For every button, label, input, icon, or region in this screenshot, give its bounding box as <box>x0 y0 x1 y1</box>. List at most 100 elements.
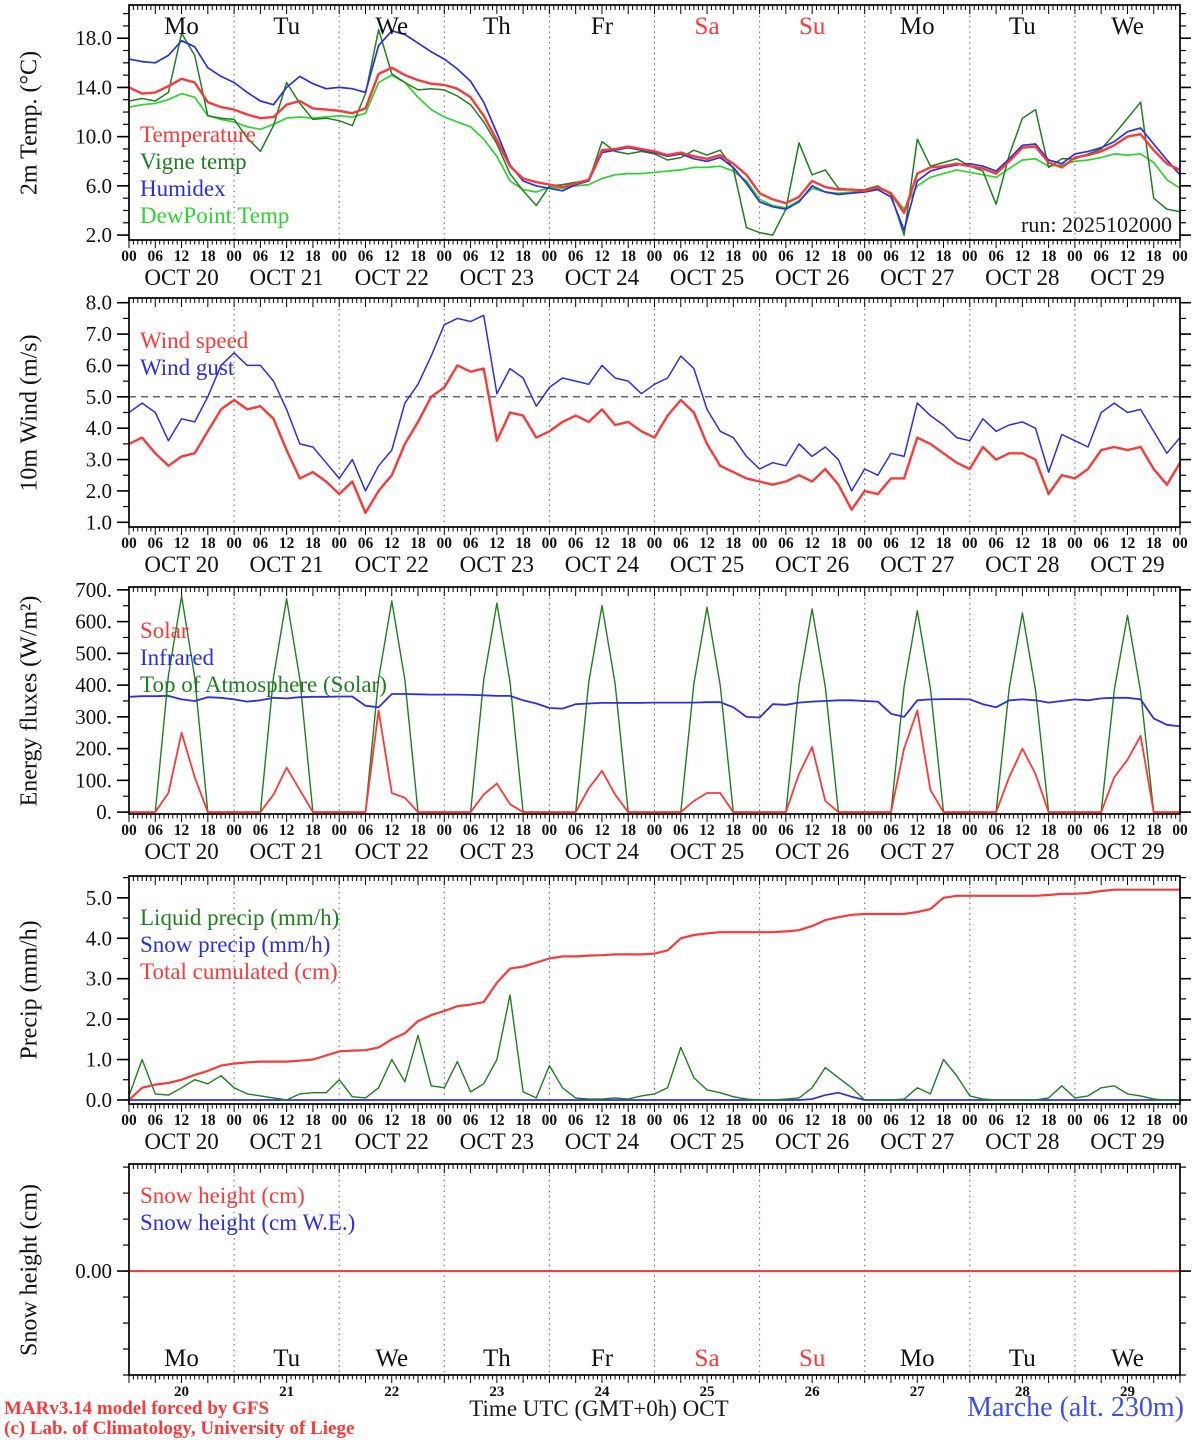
day-name-label: We <box>375 13 408 40</box>
hour-tick-label: 00 <box>962 535 978 552</box>
series-liquid-precip-mm-h- <box>129 994 1180 1101</box>
hour-tick-label: 18 <box>726 535 742 552</box>
date-label: OCT 25 <box>670 839 744 864</box>
date-label: OCT 23 <box>460 1129 534 1154</box>
y-tick-label: 600. <box>75 610 112 634</box>
y-tick-label: 2.0 <box>86 223 112 247</box>
hour-tick-label: 18 <box>1041 822 1057 839</box>
hour-tick-label: 18 <box>1041 535 1057 552</box>
hour-tick-label: 18 <box>410 535 426 552</box>
hour-tick-label: 12 <box>594 1112 610 1129</box>
hour-tick-label: 12 <box>910 248 926 265</box>
y-tick-label: 500. <box>75 641 112 665</box>
hour-tick-label: 18 <box>831 822 847 839</box>
hour-tick-label: 06 <box>253 535 269 552</box>
hour-tick-label: 00 <box>121 535 137 552</box>
hour-tick-label: 18 <box>200 535 216 552</box>
hour-tick-label: 00 <box>1067 248 1083 265</box>
hour-tick-label: 06 <box>148 535 164 552</box>
hour-tick-label: 12 <box>489 248 505 265</box>
hour-tick-label: 12 <box>594 822 610 839</box>
day-name-label: Tu <box>1009 1345 1036 1372</box>
hour-tick-label: 00 <box>226 822 242 839</box>
hour-tick-label: 00 <box>331 248 347 265</box>
day-name-label: Fr <box>591 1345 614 1372</box>
hour-tick-label: 12 <box>279 1112 295 1129</box>
hour-tick-label: 12 <box>804 535 820 552</box>
y-tick-label: 0.00 <box>75 1259 112 1283</box>
hour-tick-label: 18 <box>726 1112 742 1129</box>
hour-tick-label: 18 <box>1146 535 1162 552</box>
hour-tick-label: 12 <box>910 1112 926 1129</box>
hour-tick-label: 00 <box>1172 1112 1188 1129</box>
hour-tick-label: 18 <box>620 535 636 552</box>
date-label: OCT 24 <box>565 552 640 577</box>
series-wind-gust <box>129 314 1180 492</box>
hour-tick-label: 00 <box>962 822 978 839</box>
hour-tick-label: 12 <box>1120 822 1136 839</box>
hour-tick-label: 12 <box>489 535 505 552</box>
hour-tick-label: 18 <box>936 822 952 839</box>
date-label: OCT 22 <box>355 265 429 290</box>
hour-tick-label: 12 <box>1015 1112 1031 1129</box>
date-label: OCT 26 <box>775 1129 849 1154</box>
hour-tick-label: 00 <box>962 248 978 265</box>
date-number-label: 24 <box>594 1384 610 1400</box>
y-tick-label: 200. <box>75 737 112 761</box>
date-label: OCT 27 <box>880 839 954 864</box>
date-label: OCT 20 <box>144 839 218 864</box>
date-label: OCT 24 <box>565 839 640 864</box>
hour-tick-label: 12 <box>594 248 610 265</box>
hour-tick-label: 06 <box>148 1112 164 1129</box>
date-label: OCT 26 <box>775 839 849 864</box>
hour-tick-label: 00 <box>857 1112 873 1129</box>
hour-tick-label: 12 <box>910 822 926 839</box>
hour-tick-label: 06 <box>568 822 584 839</box>
hour-tick-label: 18 <box>831 1112 847 1129</box>
y-tick-label: 1.0 <box>86 1048 112 1072</box>
date-number-label: 21 <box>279 1384 294 1400</box>
hour-tick-label: 18 <box>200 248 216 265</box>
hour-tick-label: 12 <box>174 535 190 552</box>
hour-tick-label: 06 <box>673 535 689 552</box>
hour-tick-label: 18 <box>200 822 216 839</box>
hour-tick-label: 06 <box>1093 1112 1109 1129</box>
hour-tick-label: 06 <box>778 535 794 552</box>
y-tick-label: 10.0 <box>75 125 112 149</box>
hour-tick-label: 18 <box>1146 1112 1162 1129</box>
hour-tick-label: 00 <box>121 1112 137 1129</box>
hour-tick-label: 06 <box>673 248 689 265</box>
hour-tick-label: 12 <box>1015 822 1031 839</box>
date-label: OCT 23 <box>460 265 534 290</box>
hour-tick-label: 06 <box>778 248 794 265</box>
hour-tick-label: 06 <box>253 1112 269 1129</box>
date-label: OCT 28 <box>985 1129 1059 1154</box>
hour-tick-label: 06 <box>358 822 374 839</box>
hour-tick-label: 00 <box>752 1112 768 1129</box>
hour-tick-label: 00 <box>1172 248 1188 265</box>
date-number-label: 25 <box>700 1384 715 1400</box>
date-label: OCT 29 <box>1090 839 1164 864</box>
hour-tick-label: 06 <box>253 248 269 265</box>
day-name-label: Th <box>483 13 511 40</box>
hour-tick-label: 06 <box>148 248 164 265</box>
y-tick-label: 5.0 <box>86 886 112 910</box>
y-tick-label: 4.0 <box>86 416 112 440</box>
hour-tick-label: 18 <box>936 535 952 552</box>
hour-tick-label: 06 <box>463 1112 479 1129</box>
series-solar <box>129 709 1180 813</box>
day-name-label: Sa <box>695 13 720 40</box>
hour-tick-label: 06 <box>1093 822 1109 839</box>
y-tick-label: 400. <box>75 673 112 697</box>
y-tick-label: 18.0 <box>75 26 112 50</box>
date-label: OCT 23 <box>460 552 534 577</box>
date-label: OCT 22 <box>355 552 429 577</box>
hour-tick-label: 12 <box>804 822 820 839</box>
hour-tick-label: 12 <box>174 822 190 839</box>
hour-tick-label: 18 <box>515 822 531 839</box>
date-label: OCT 21 <box>249 552 323 577</box>
day-name-label: Su <box>799 1345 826 1372</box>
day-name-label: Mo <box>164 13 199 40</box>
hour-tick-label: 18 <box>936 1112 952 1129</box>
